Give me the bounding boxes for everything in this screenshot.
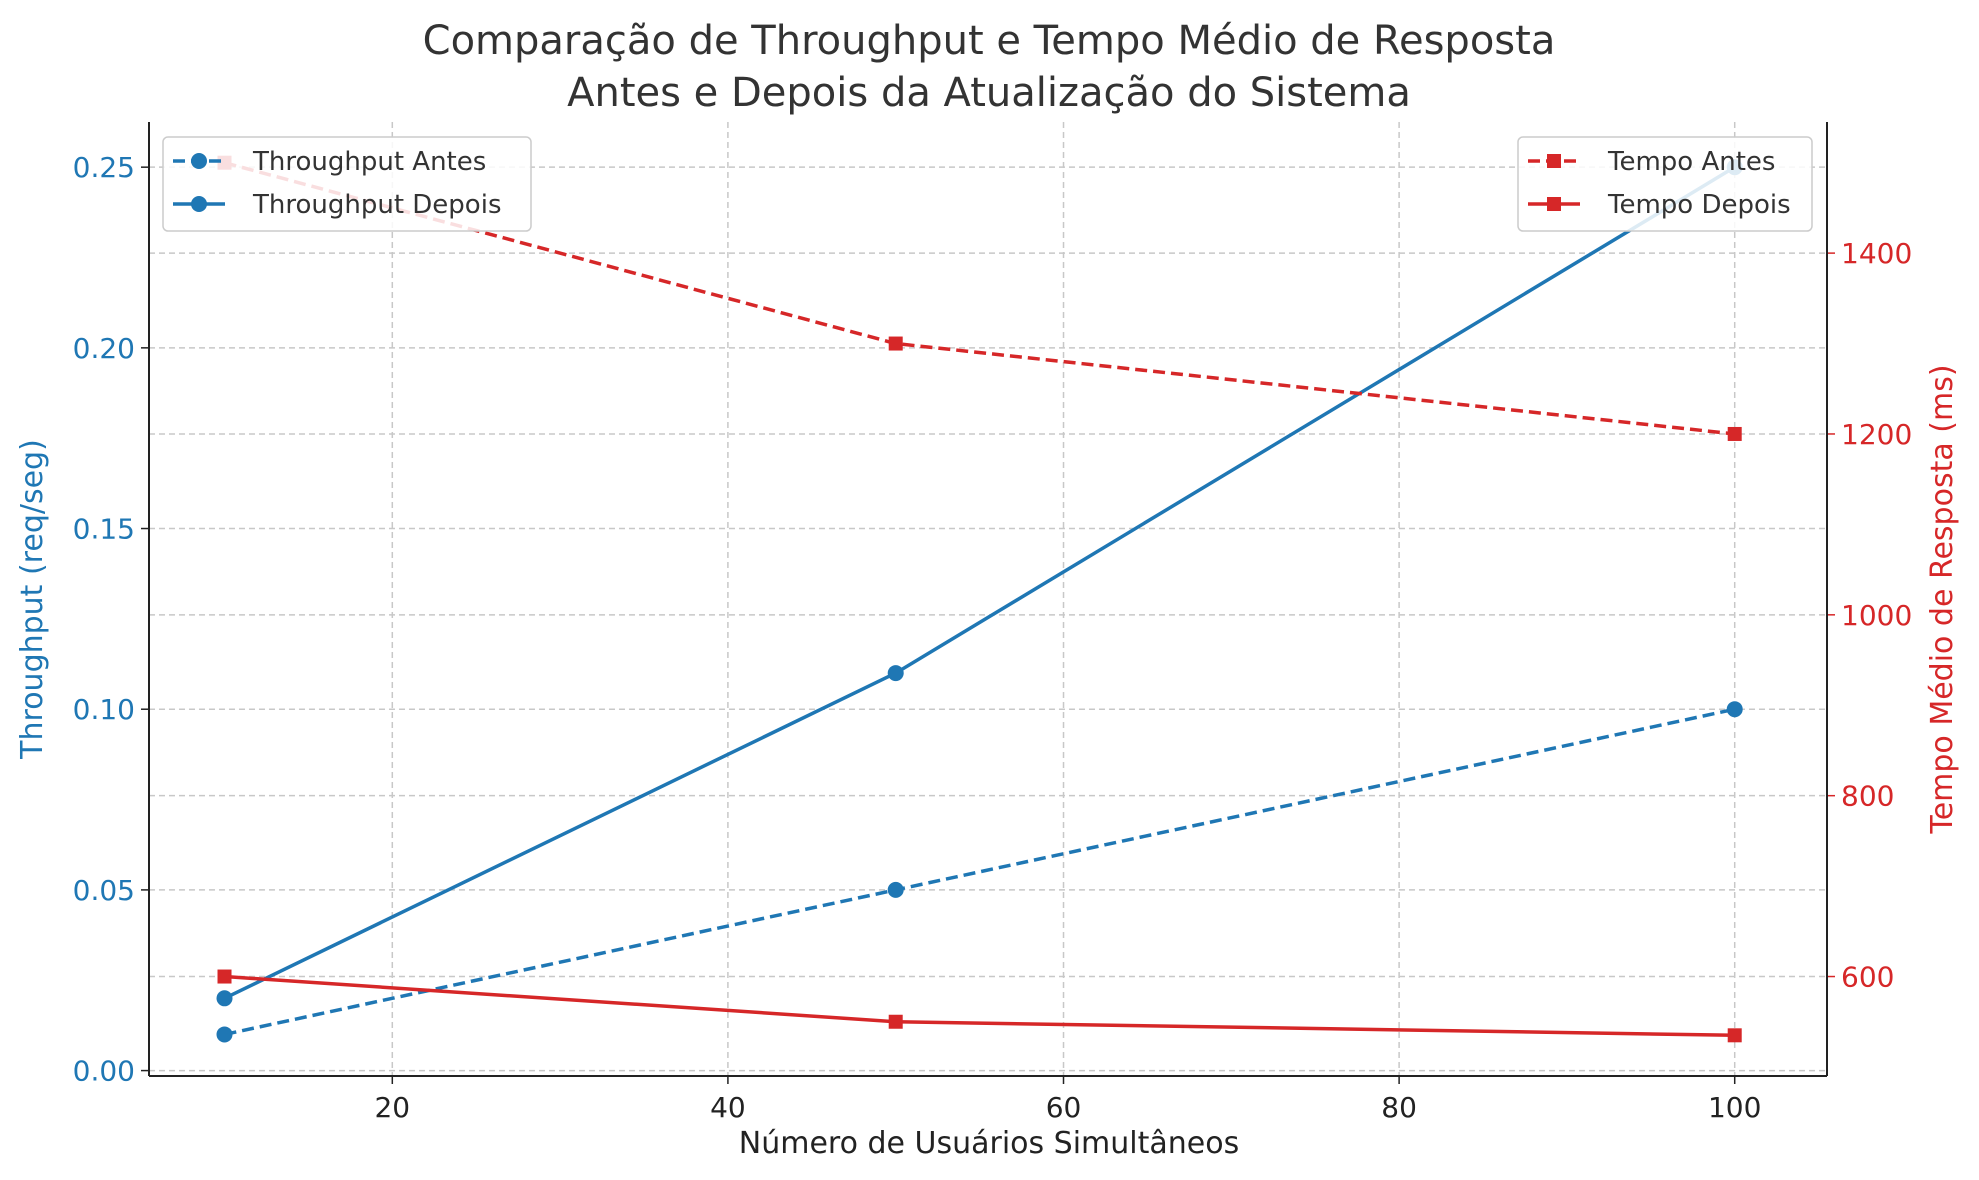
y-right-tick-label: 600	[1841, 961, 1894, 994]
tempo-antes-point	[888, 336, 903, 351]
legend-tempo-depois-marker	[1547, 197, 1561, 211]
legend-throughput-depois-marker	[191, 196, 207, 212]
axes-layer: 20 40 60 80 100 0.00 0.05 0.10 0.15 0.20 0.25 600 80…	[73, 122, 1912, 1124]
tempo-depois-point	[888, 1014, 903, 1029]
legend-box	[1517, 136, 1813, 232]
y-left-tick-label: 0.10	[73, 693, 135, 726]
y-right-tick-label: 800	[1841, 780, 1894, 813]
legend-box	[162, 136, 532, 232]
y-left-tick-label: 0.05	[73, 874, 135, 907]
throughput-antes-point	[887, 881, 904, 898]
tempo-depois-point	[217, 969, 232, 984]
y-left-tick-label: 0.00	[73, 1055, 135, 1088]
legend-tempo-antes-label: Tempo Antes	[1607, 147, 1775, 177]
legend-tempo-antes-marker	[1547, 154, 1561, 168]
throughput-depois-point	[216, 990, 233, 1007]
legend-throughput-depois-label: Throughput Depois	[252, 190, 502, 220]
tempo-depois-line	[224, 974, 1735, 1038]
throughput-depois-point	[887, 665, 904, 682]
y-left-tick-label: 0.25	[73, 151, 135, 184]
x-axis-label: Número de Usuários Simultâneos	[739, 1126, 1239, 1161]
tempo-depois-point	[1727, 1028, 1742, 1043]
x-tick-label: 20	[374, 1091, 410, 1124]
legend-throughput-antes-label: Throughput Antes	[252, 147, 486, 177]
chart-subtitle: Antes e Depois da Atualização do Sistema	[567, 70, 1411, 116]
throughput-antes-line	[224, 707, 1736, 1037]
legend-layer: Throughput Antes Throughput Depois Tempo A…	[162, 136, 1813, 232]
y-axis-left-label: Throughput (req/seg)	[15, 439, 50, 760]
throughput-antes-point	[1726, 701, 1743, 718]
x-tick-label: 60	[1046, 1091, 1082, 1124]
tempo-antes-point	[1727, 426, 1742, 441]
y-right-tick-label: 1200	[1841, 418, 1912, 451]
y-right-tick-label: 1000	[1841, 599, 1912, 632]
y-left-tick-label: 0.20	[73, 332, 135, 365]
x-tick-label: 100	[1708, 1091, 1761, 1124]
x-tick-label: 80	[1381, 1091, 1417, 1124]
y-right-tick-label: 1400	[1841, 237, 1912, 270]
chart-title: Comparação de Throughput e Tempo Médio d…	[423, 18, 1556, 64]
legend-tempo-depois-label: Tempo Depois	[1607, 190, 1791, 220]
y-axis-right-label: Tempo Médio de Resposta (ms)	[1925, 364, 1960, 834]
series-layer	[216, 155, 1743, 1043]
throughput-depois-line	[223, 165, 1736, 1000]
legend-throughput-antes-marker	[191, 153, 207, 169]
y-left-tick-label: 0.15	[73, 513, 135, 546]
throughput-antes-point	[216, 1026, 233, 1043]
x-tick-label: 40	[710, 1091, 746, 1124]
